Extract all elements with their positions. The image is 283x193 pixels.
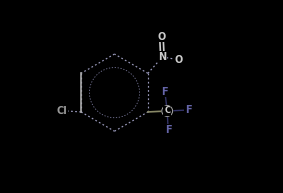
Text: O: O (157, 32, 166, 42)
Text: F: F (185, 105, 192, 115)
Text: O: O (175, 55, 183, 65)
Text: N: N (158, 52, 166, 62)
Text: F: F (162, 87, 168, 97)
Circle shape (162, 106, 173, 116)
Text: Cl: Cl (56, 106, 67, 116)
Text: F: F (165, 125, 171, 135)
Text: C: C (164, 107, 170, 115)
